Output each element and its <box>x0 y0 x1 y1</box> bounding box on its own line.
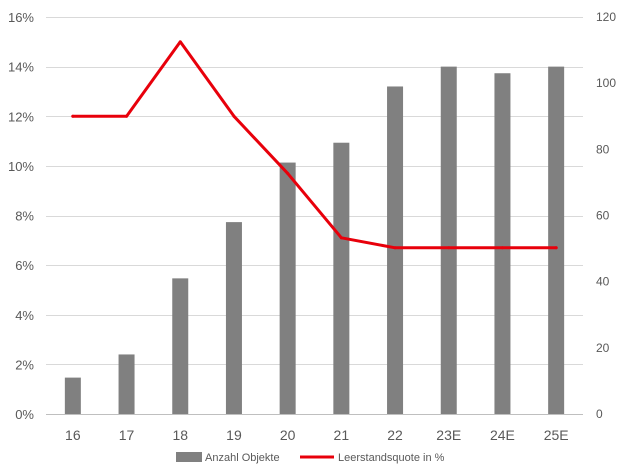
line-point <box>178 40 182 44</box>
x-tick-label: 16 <box>65 427 81 443</box>
right-tick-label: 120 <box>596 10 616 24</box>
legend-label-line: Leerstandsquote in % <box>338 452 445 464</box>
line-point <box>286 171 290 175</box>
bar <box>333 142 350 414</box>
left-tick-label: 10% <box>8 159 34 174</box>
legend: Anzahl Objekte Leerstandsquote in % <box>176 452 445 464</box>
right-tick-label: 100 <box>596 76 616 90</box>
left-tick-label: 4% <box>15 308 34 323</box>
line-point <box>125 114 129 118</box>
left-tick-label: 14% <box>8 60 34 75</box>
line-point <box>447 246 451 250</box>
bar <box>440 66 457 414</box>
bar <box>172 278 189 414</box>
left-tick-label: 0% <box>15 407 34 422</box>
bar <box>64 377 81 414</box>
left-tick-label: 2% <box>15 357 34 372</box>
line-point <box>500 246 504 250</box>
right-tick-label: 0 <box>596 407 603 421</box>
bar <box>387 86 404 414</box>
left-tick-label: 16% <box>8 10 34 25</box>
x-tick-label: 19 <box>226 427 242 443</box>
bar <box>494 73 511 414</box>
legend-label-bars: Anzahl Objekte <box>205 452 280 464</box>
right-tick-label: 40 <box>596 275 610 289</box>
right-tick-label: 20 <box>596 341 610 355</box>
x-axis-ticks: 16 17 18 19 20 21 22 23E 24E 25E <box>65 427 569 443</box>
bar-series <box>64 66 565 414</box>
x-tick-label: 22 <box>387 427 403 443</box>
x-tick-label: 23E <box>436 427 461 443</box>
line-point <box>339 236 343 240</box>
x-tick-label: 18 <box>172 427 188 443</box>
bar <box>279 162 296 414</box>
line-point <box>71 114 75 118</box>
left-axis-ticks: 0% 2% 4% 6% 8% 10% 12% 14% 16% <box>8 10 34 422</box>
left-tick-label: 6% <box>15 258 34 273</box>
gridlines <box>46 17 583 415</box>
legend-swatch-bars <box>176 452 202 462</box>
left-tick-label: 8% <box>15 209 34 224</box>
right-axis-ticks: 0 20 40 60 80 100 120 <box>596 10 616 421</box>
bar <box>118 354 135 414</box>
line-point <box>232 114 236 118</box>
line-point <box>393 246 397 250</box>
left-tick-label: 12% <box>8 109 34 124</box>
line-path <box>71 40 558 250</box>
x-tick-label: 17 <box>119 427 135 443</box>
right-tick-label: 60 <box>596 209 610 223</box>
bar <box>225 222 242 414</box>
x-tick-label: 21 <box>334 427 350 443</box>
line-series <box>71 40 558 250</box>
right-tick-label: 80 <box>596 142 610 156</box>
line-point <box>554 246 558 250</box>
x-tick-label: 24E <box>490 427 515 443</box>
x-tick-label: 20 <box>280 427 296 443</box>
bar <box>548 66 565 414</box>
x-tick-label: 25E <box>544 427 569 443</box>
